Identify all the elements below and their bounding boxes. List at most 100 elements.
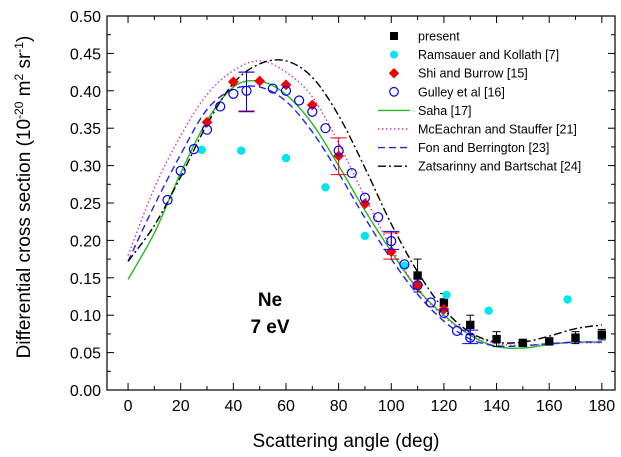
x-tick-label: 140	[483, 398, 510, 415]
x-tick-label: 40	[224, 398, 242, 415]
y-tick-label: 0.10	[70, 308, 101, 325]
legend-label: present	[418, 30, 460, 44]
legend-label: Ramsauer and Kollath [7]	[418, 48, 559, 62]
data-point	[307, 106, 318, 117]
data-point	[280, 85, 292, 96]
data-point	[412, 279, 423, 291]
data-point	[294, 95, 305, 106]
series-points-1	[197, 145, 572, 315]
series-layer	[127, 59, 607, 350]
legend: present Ramsauer and Kollath [7] Shi and B…	[378, 30, 581, 174]
data-point	[201, 124, 213, 135]
data-point	[215, 101, 226, 112]
data-point	[227, 76, 239, 88]
data-point	[333, 150, 345, 162]
data-point	[197, 145, 206, 155]
data-point	[359, 192, 371, 203]
legend-label: Fon and Berrington [23]	[418, 141, 549, 155]
legend-item: Fon and Berrington [23]	[378, 141, 549, 155]
series-points-3	[162, 71, 479, 345]
legend-item: Saha [17]	[378, 104, 472, 118]
data-point	[571, 333, 580, 342]
data-point	[399, 259, 410, 270]
data-point	[563, 295, 572, 304]
data-point	[492, 334, 501, 344]
legend-item: Zatsarinny and Bartschat [24]	[378, 160, 581, 174]
legend-marker	[388, 68, 400, 79]
legend-marker	[390, 32, 398, 40]
data-point	[544, 337, 554, 346]
data-point	[412, 280, 423, 291]
y-tick-label: 0.50	[70, 9, 101, 26]
data-point	[386, 236, 397, 247]
data-point	[241, 85, 252, 96]
y-tick-label: 0.05	[70, 346, 101, 363]
data-point	[254, 75, 266, 87]
legend-item: Ramsauer and Kollath [7]	[390, 48, 559, 62]
x-tick-label: 160	[536, 398, 563, 415]
legend-item: present	[390, 30, 460, 44]
data-point	[451, 325, 463, 337]
x-tick-label: 120	[431, 398, 458, 415]
y-tick-label: 0.00	[70, 383, 101, 400]
x-tick-label: 0	[124, 398, 133, 415]
data-point	[438, 303, 450, 315]
data-point	[597, 330, 607, 339]
data-point	[346, 167, 357, 179]
x-axis-title: Scattering angle (deg)	[253, 431, 440, 452]
annotation-energy: 7 eV	[250, 317, 289, 338]
data-point	[320, 123, 331, 134]
data-point	[281, 153, 291, 163]
data-point	[321, 183, 330, 192]
x-tick-label: 80	[330, 398, 348, 415]
y-tick-label: 0.40	[70, 84, 101, 101]
data-point	[484, 306, 493, 315]
data-point	[201, 116, 213, 128]
legend-label: Zatsarinny and Bartschat [24]	[418, 160, 581, 174]
data-point	[465, 332, 476, 343]
data-point	[188, 144, 199, 155]
data-point	[373, 212, 384, 223]
data-point	[466, 320, 475, 330]
legend-label: Gulley et al [16]	[418, 85, 505, 99]
legend-label: McEachran and Stauffer [21]	[418, 123, 577, 137]
y-tick-label: 0.30	[70, 159, 101, 176]
series-line-3	[127, 59, 602, 344]
legend-item: Shi and Burrow [15]	[388, 67, 528, 81]
data-point	[359, 198, 371, 210]
data-point	[442, 290, 451, 300]
data-point	[267, 83, 278, 94]
data-point	[175, 165, 186, 176]
axes: 0 20 40 60 80 100 120 140 160 180 0.00 0.05 0.10 0.15…	[70, 9, 616, 415]
y-tick-label: 0.25	[70, 196, 101, 213]
y-tick-label: 0.35	[70, 121, 101, 138]
y-tick-label: 0.45	[70, 46, 101, 63]
data-point	[237, 146, 246, 155]
data-point	[438, 307, 450, 319]
data-point	[360, 231, 370, 241]
x-tick-label: 100	[378, 398, 405, 415]
y-tick-label: 0.20	[70, 233, 101, 250]
series-points-2	[201, 71, 450, 315]
legend-marker	[390, 50, 398, 59]
legend-label: Saha [17]	[418, 104, 472, 118]
data-point	[518, 338, 528, 348]
x-tick-label: 20	[172, 398, 190, 415]
data-point	[228, 88, 239, 99]
data-point	[162, 194, 173, 206]
series-points-0	[413, 258, 607, 348]
legend-marker	[389, 86, 399, 97]
y-axis-title: Differential cross section (10-20 m2 sr-…	[12, 36, 35, 359]
annotation-element: Ne	[258, 290, 282, 311]
legend-item: McEachran and Stauffer [21]	[378, 123, 577, 137]
data-point	[439, 298, 449, 307]
data-point	[413, 271, 422, 280]
x-tick-label: 60	[277, 398, 295, 415]
legend-item: Gulley et al [16]	[389, 85, 505, 99]
legend-label: Shi and Burrow [15]	[418, 67, 528, 81]
x-tick-label: 180	[588, 398, 615, 415]
y-tick-label: 0.15	[70, 271, 101, 288]
data-point	[425, 297, 436, 308]
data-point	[333, 145, 344, 156]
